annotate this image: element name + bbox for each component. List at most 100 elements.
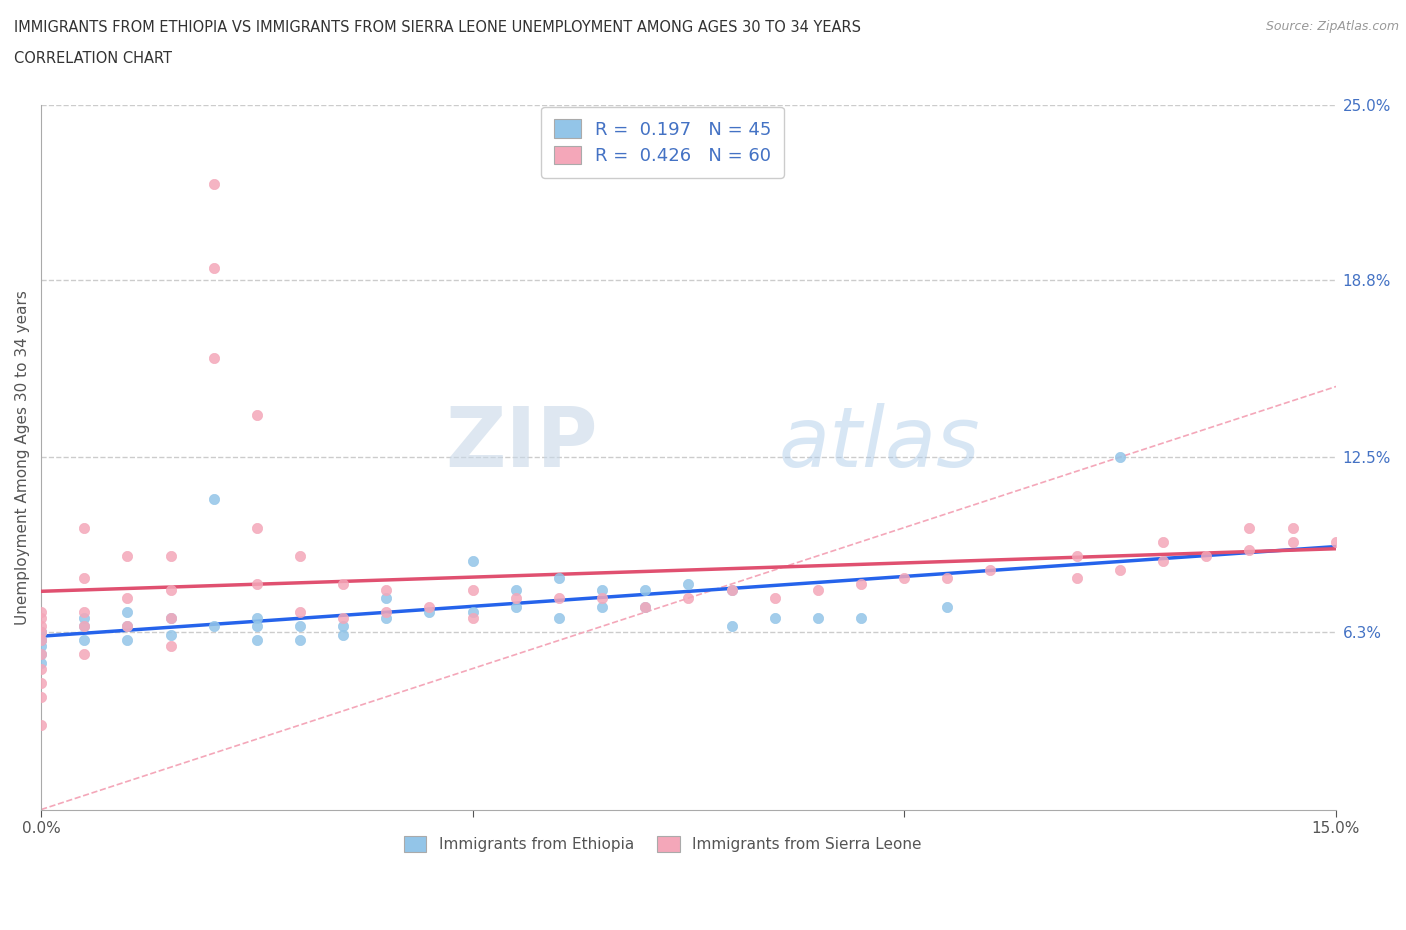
- Point: [634, 599, 657, 614]
- Point: [591, 582, 613, 597]
- Point: [979, 563, 1001, 578]
- Point: [461, 610, 484, 625]
- Point: [73, 647, 96, 662]
- Point: [375, 591, 398, 605]
- Point: [1239, 520, 1261, 535]
- Point: [1195, 549, 1218, 564]
- Y-axis label: Unemployment Among Ages 30 to 34 years: Unemployment Among Ages 30 to 34 years: [15, 289, 30, 625]
- Point: [246, 520, 269, 535]
- Point: [461, 554, 484, 569]
- Point: [720, 582, 742, 597]
- Point: [30, 633, 52, 648]
- Point: [375, 582, 398, 597]
- Point: [202, 351, 225, 365]
- Point: [30, 633, 52, 648]
- Point: [461, 604, 484, 619]
- Point: [1281, 534, 1303, 549]
- Point: [288, 618, 311, 633]
- Point: [30, 689, 52, 704]
- Point: [117, 604, 139, 619]
- Point: [1109, 450, 1132, 465]
- Text: IMMIGRANTS FROM ETHIOPIA VS IMMIGRANTS FROM SIERRA LEONE UNEMPLOYMENT AMONG AGES: IMMIGRANTS FROM ETHIOPIA VS IMMIGRANTS F…: [14, 20, 860, 35]
- Point: [849, 577, 872, 591]
- Point: [332, 577, 354, 591]
- Point: [763, 591, 786, 605]
- Point: [159, 582, 181, 597]
- Point: [246, 618, 269, 633]
- Point: [246, 407, 269, 422]
- Point: [117, 618, 139, 633]
- Text: CORRELATION CHART: CORRELATION CHART: [14, 51, 172, 66]
- Point: [159, 610, 181, 625]
- Text: ZIP: ZIP: [446, 403, 598, 484]
- Point: [332, 618, 354, 633]
- Point: [375, 610, 398, 625]
- Point: [30, 610, 52, 625]
- Point: [548, 591, 571, 605]
- Point: [418, 604, 440, 619]
- Point: [73, 618, 96, 633]
- Point: [505, 582, 527, 597]
- Point: [202, 492, 225, 507]
- Point: [202, 260, 225, 275]
- Point: [1152, 534, 1174, 549]
- Point: [159, 628, 181, 643]
- Point: [1066, 571, 1088, 586]
- Point: [1239, 543, 1261, 558]
- Point: [591, 599, 613, 614]
- Point: [678, 591, 700, 605]
- Point: [73, 610, 96, 625]
- Point: [30, 624, 52, 639]
- Point: [720, 618, 742, 633]
- Point: [30, 604, 52, 619]
- Point: [117, 618, 139, 633]
- Point: [288, 633, 311, 648]
- Point: [1324, 534, 1347, 549]
- Point: [202, 176, 225, 191]
- Point: [73, 571, 96, 586]
- Point: [936, 571, 959, 586]
- Point: [117, 633, 139, 648]
- Point: [1281, 520, 1303, 535]
- Point: [117, 549, 139, 564]
- Point: [720, 582, 742, 597]
- Point: [73, 520, 96, 535]
- Point: [30, 624, 52, 639]
- Point: [117, 591, 139, 605]
- Point: [73, 604, 96, 619]
- Point: [1109, 563, 1132, 578]
- Point: [159, 610, 181, 625]
- Point: [591, 591, 613, 605]
- Point: [332, 610, 354, 625]
- Point: [288, 549, 311, 564]
- Point: [1066, 549, 1088, 564]
- Point: [849, 610, 872, 625]
- Point: [159, 639, 181, 654]
- Point: [246, 577, 269, 591]
- Point: [30, 647, 52, 662]
- Point: [807, 582, 830, 597]
- Point: [461, 582, 484, 597]
- Point: [548, 571, 571, 586]
- Point: [332, 628, 354, 643]
- Point: [202, 618, 225, 633]
- Legend: Immigrants from Ethiopia, Immigrants from Sierra Leone: Immigrants from Ethiopia, Immigrants fro…: [398, 830, 928, 858]
- Point: [807, 610, 830, 625]
- Point: [375, 604, 398, 619]
- Point: [73, 633, 96, 648]
- Point: [246, 610, 269, 625]
- Text: Source: ZipAtlas.com: Source: ZipAtlas.com: [1265, 20, 1399, 33]
- Point: [893, 571, 915, 586]
- Point: [159, 549, 181, 564]
- Point: [936, 599, 959, 614]
- Point: [634, 599, 657, 614]
- Point: [30, 647, 52, 662]
- Point: [288, 604, 311, 619]
- Point: [678, 577, 700, 591]
- Point: [30, 661, 52, 676]
- Point: [548, 610, 571, 625]
- Point: [30, 618, 52, 633]
- Point: [505, 599, 527, 614]
- Point: [30, 624, 52, 639]
- Point: [30, 718, 52, 733]
